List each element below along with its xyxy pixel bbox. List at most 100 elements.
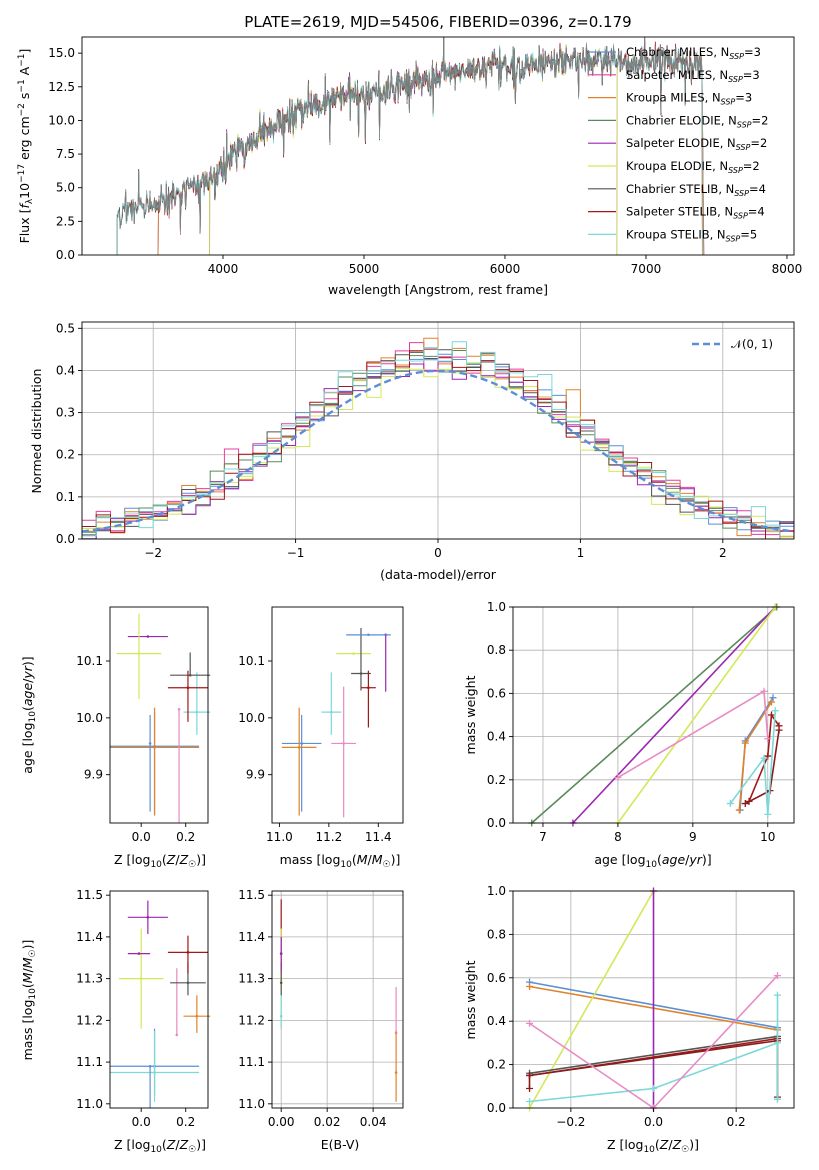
x-tick-label: 11.4: [365, 830, 392, 844]
weight-vs-metallicity-ylabel: mass weight: [463, 960, 478, 1039]
y-tick-label: 0.2: [56, 448, 75, 462]
data-point: [195, 710, 199, 714]
legend-label-val: =5: [740, 227, 757, 241]
data-point: [367, 633, 370, 637]
weight-line: [528, 890, 655, 1109]
residual-histogram: [82, 362, 794, 539]
y-tick-label: 0.0: [487, 1101, 506, 1115]
y-tick-label: 11.0: [238, 1097, 265, 1111]
legend-label: Chabrier STELIB, NSSP=4: [626, 182, 766, 198]
legend-label-text: Chabrier ELODIE, N: [626, 113, 737, 127]
x-tick-label: 0.2: [727, 1115, 746, 1129]
data-point: [359, 672, 363, 675]
y-tick-label: 11.3: [76, 972, 103, 986]
x-tick-label: 0.0: [132, 830, 151, 844]
y-tick-label: 0.1: [56, 490, 75, 504]
legend-label-val: =3: [735, 91, 752, 105]
mass-vs-ebv-panel: 0.00 0.02 0.04 11.0 11.1 11.2 11.3 11.4 11.5 E(B…: [238, 888, 404, 1152]
weight-marker: [526, 1019, 534, 1027]
x-tick-label: 0.04: [360, 1115, 387, 1129]
y-tick-label: 0.2: [487, 773, 506, 787]
data-point: [148, 1064, 152, 1068]
weight-marker: [735, 806, 743, 814]
y-tick-label: 0.4: [487, 730, 506, 744]
legend-label-sub: SSP: [734, 189, 749, 198]
weight-line: [529, 1035, 778, 1075]
data-point: [186, 981, 190, 985]
data-point: [394, 1071, 398, 1074]
x-tick-label: 0.2: [176, 1115, 195, 1129]
weight-marker: [768, 698, 776, 706]
y-tick-label: 11.4: [76, 930, 103, 944]
data-point: [188, 673, 192, 677]
legend-label: Chabrier ELODIE, NSSP=2: [626, 113, 768, 129]
y-tick-label: 0.4: [56, 363, 75, 377]
weight-marker: [764, 735, 772, 743]
residuals-ylabel: Normed distribution: [29, 369, 44, 494]
y-tick-label: 10.0: [48, 113, 75, 127]
data-point: [186, 951, 190, 954]
legend-label-text: Kroupa ELODIE, N: [626, 159, 728, 173]
x-tick-label: 6000: [490, 262, 521, 276]
weight-marker: [764, 752, 772, 760]
legend-label: Kroupa MILES, NSSP=3: [626, 91, 752, 107]
y-tick-label: 9.9: [246, 768, 265, 782]
x-tick-label: 0.2: [176, 830, 195, 844]
x-tick-label: 8: [614, 830, 622, 844]
legend-label-sub: SSP: [736, 143, 751, 152]
legend-label-sub: SSP: [721, 98, 736, 107]
weight-line: [531, 606, 778, 824]
weight-marker: [526, 1084, 534, 1092]
weight-marker: [771, 707, 779, 715]
y-tick-label: 11.0: [76, 1097, 103, 1111]
y-tick-label: 0.0: [56, 248, 75, 262]
weight-marker: [526, 1071, 534, 1079]
y-tick-label: 0.8: [487, 643, 506, 657]
legend-label-text: Kroupa MILES, N: [626, 91, 721, 105]
x-tick-label: 2: [719, 546, 727, 560]
weight-marker: [760, 754, 768, 762]
spectrum-frame: [81, 36, 795, 256]
weight-marker: [773, 1039, 781, 1047]
legend-label-val: =2: [752, 113, 769, 127]
y-tick-label: 11.4: [238, 930, 265, 944]
y-tick-label: 10.0: [238, 711, 265, 725]
legend-label-sub: SSP: [726, 234, 741, 243]
weight-line: [729, 710, 777, 815]
x-tick-label: 10: [760, 830, 775, 844]
mass-vs-metallicity-ylabel: mass [log10(M/M☉)]: [20, 940, 38, 1061]
legend-label: Kroupa ELODIE, NSSP=2: [626, 159, 760, 175]
x-tick-label: 7000: [631, 262, 662, 276]
y-tick-label: 7.5: [56, 147, 75, 161]
weight-line: [572, 606, 776, 824]
data-point: [137, 652, 141, 655]
weight-vs-metallicity-xlabel: Z [log10(Z/Z☉)]: [607, 1137, 699, 1155]
spectrum-ylabel: Flux [fλ10−17 erg cm−2 s−1 A−1]: [17, 49, 35, 244]
normal-legend-label: 𝒩(0, 1): [731, 337, 773, 351]
data-point: [153, 1071, 156, 1074]
data-point: [177, 708, 181, 711]
y-tick-label: 0.8: [487, 927, 506, 941]
x-tick-label: 4000: [208, 262, 239, 276]
y-tick-label: 15.0: [48, 46, 75, 60]
spectrum-xlabel: wavelength [Angstrom, rest frame]: [328, 282, 548, 297]
age-vs-mass-xlabel: mass [log10(M/M☉)]: [280, 852, 401, 870]
legend-label: Salpeter ELODIE, NSSP=2: [626, 136, 767, 152]
legend-label-val: =2: [750, 136, 767, 150]
weight-marker: [768, 711, 776, 719]
age-vs-metallicity-xlabel: Z [log10(Z/Z☉)]: [114, 852, 206, 870]
spectrum-lines: [116, 37, 705, 255]
data-point: [367, 686, 370, 690]
mass-vs-metallicity-panel: 0.0 0.2 11.0 11.1 11.2 11.3 11.4 11.5 Z [log10(…: [20, 888, 211, 1155]
mass-vs-metallicity-xlabel: Z [log10(Z/Z☉)]: [114, 1137, 206, 1155]
y-tick-label: 0.5: [56, 321, 75, 335]
observed-spectrum-line: [117, 37, 703, 234]
data-point: [175, 1033, 179, 1037]
data-point: [153, 746, 156, 749]
weight-marker: [650, 1084, 657, 1092]
data-point: [352, 652, 355, 655]
y-tick-label: 11.5: [238, 888, 265, 902]
x-tick-label: 9: [689, 830, 697, 844]
age-vs-metallicity-frame: [109, 606, 209, 824]
data-point: [279, 952, 283, 955]
